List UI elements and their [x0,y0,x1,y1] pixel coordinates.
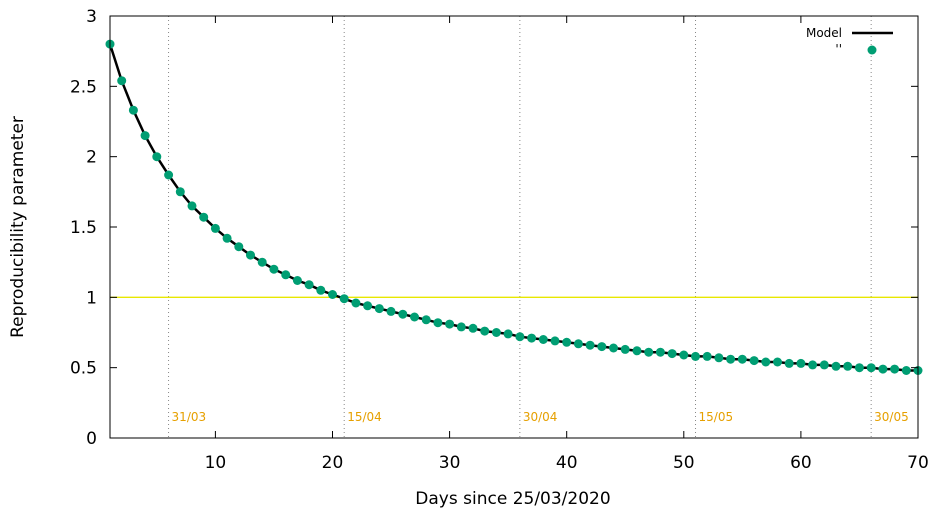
data-point [620,344,630,354]
data-point [410,312,419,322]
y-tick-label: 0.5 [70,359,97,379]
data-point [609,343,618,353]
data-point [831,361,841,371]
data-point [749,356,759,366]
data-point [538,335,548,344]
date-label: 15/05 [699,410,734,424]
data-point [445,319,455,329]
data-point [515,332,525,342]
data-point [644,347,654,357]
data-point [351,298,361,308]
data-point [901,366,911,375]
y-tick-label: 1 [86,288,97,308]
data-point [269,264,279,274]
x-tick-label: 20 [322,453,344,473]
date-labels: 31/03 15/04 30/04 15/05 30/05 [172,410,909,424]
data-point [386,306,396,316]
data-point [117,76,127,86]
x-tick-label: 60 [790,453,812,473]
data-point [398,309,408,319]
date-label: 30/04 [523,410,558,424]
data-point [527,333,537,343]
y-tick-label: 0 [86,429,97,449]
data-point [890,364,900,374]
data-point [667,349,677,359]
data-point [234,242,244,252]
data-point [714,353,724,363]
legend-label-model: Model [806,26,842,40]
data-point [550,336,560,346]
date-label: 15/04 [347,410,382,424]
x-tick-label: 30 [439,453,461,473]
data-point [480,326,490,336]
data-point [374,304,384,314]
date-label: 31/03 [172,410,207,424]
data-point [784,358,794,368]
data-point [199,212,209,222]
data-point [655,347,665,357]
x-tick-label: 40 [556,453,578,473]
y-tick-label: 2.5 [70,77,97,97]
data-point [292,276,302,285]
data-point [339,294,349,304]
data-point [316,285,326,295]
data-point [585,340,595,350]
axis-ticks: 10 20 30 40 50 60 70 0 0.5 1 1.5 2 2.5 3 [70,7,929,473]
data-point [210,223,220,233]
data-point [304,280,314,290]
data-point [128,105,138,115]
data-point [796,358,806,368]
data-point [152,152,162,162]
data-point [491,328,501,337]
data-point [702,351,712,361]
legend-label-data: '' [835,42,842,56]
data-point [632,346,642,356]
data-point [597,342,607,352]
date-label: 30/05 [874,410,909,424]
data-point [363,301,373,311]
legend-marker-data [867,45,877,55]
data-point [843,361,853,371]
y-tick-label: 3 [86,7,97,27]
data-point [246,250,255,260]
x-tick-label: 10 [205,453,227,473]
y-tick-label: 1.5 [70,218,97,238]
data-point [761,357,771,367]
data-point [808,360,818,370]
data-point [468,323,478,333]
data-point [175,187,185,197]
data-point [281,270,291,280]
data-point [679,350,689,360]
data-point [878,364,888,374]
data-point [691,351,700,361]
y-tick-label: 2 [86,148,97,168]
data-point [866,363,876,373]
data-point [456,322,466,332]
data-point [164,170,174,180]
data-point [433,318,443,328]
data-point [328,290,337,299]
x-tick-label: 50 [673,453,695,473]
data-point [140,131,150,141]
data-point [854,363,864,373]
data-point [222,233,232,243]
x-tick-label: 70 [907,453,929,473]
data-point [187,201,197,211]
series-layer [105,39,923,375]
data-point [773,357,782,367]
y-axis-title: Reproducibility parameter [8,116,28,338]
data-point [503,329,513,339]
data-point [421,315,431,325]
data-point [726,354,736,364]
legend: Model '' [806,26,893,56]
data-point [819,360,829,370]
x-axis-title: Days since 25/03/2020 [415,489,610,509]
data-point [562,337,572,347]
data-point [737,354,747,364]
data-point [573,339,583,349]
model-line [108,43,918,372]
data-point [257,257,267,267]
